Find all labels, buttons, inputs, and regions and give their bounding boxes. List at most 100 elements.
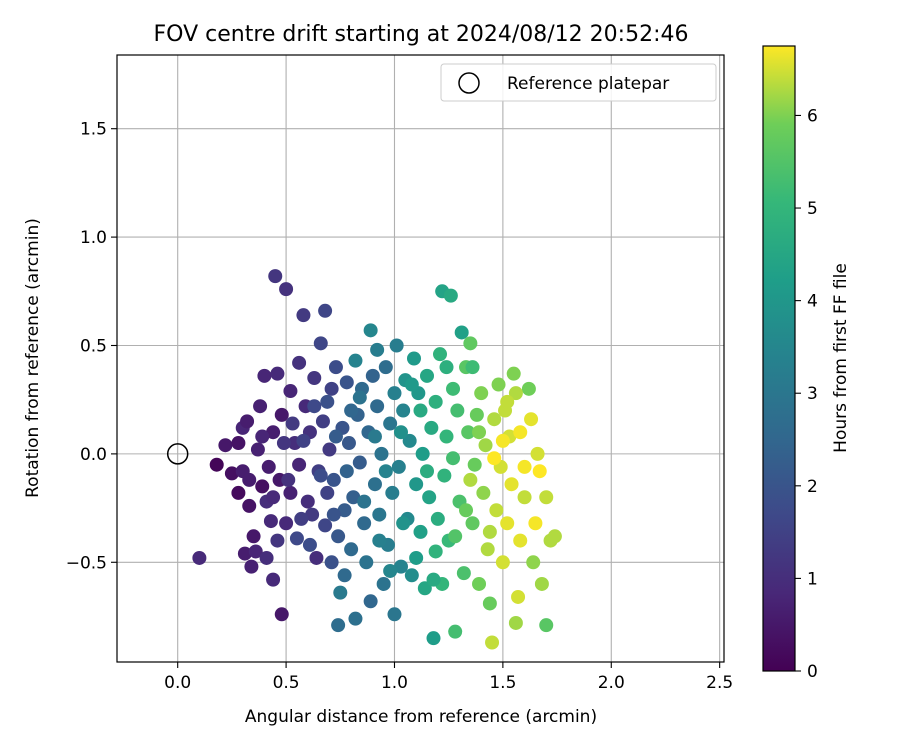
data-point bbox=[485, 635, 500, 650]
data-point bbox=[387, 607, 402, 622]
data-point bbox=[517, 490, 532, 505]
data-point bbox=[465, 360, 480, 375]
colorbar-gradient bbox=[762, 45, 796, 672]
x-tick-label: 1.5 bbox=[489, 673, 516, 693]
data-point bbox=[352, 390, 367, 405]
data-point bbox=[376, 576, 391, 591]
data-points bbox=[192, 269, 562, 650]
data-point bbox=[242, 472, 257, 487]
data-point bbox=[424, 420, 439, 435]
y-tick-label: −0.5 bbox=[66, 553, 107, 573]
data-point bbox=[409, 477, 424, 492]
data-point bbox=[302, 537, 317, 552]
data-point bbox=[378, 360, 393, 375]
data-point bbox=[413, 403, 428, 418]
data-point bbox=[289, 531, 304, 546]
data-point bbox=[307, 399, 322, 414]
data-point bbox=[331, 529, 346, 544]
data-point bbox=[487, 451, 502, 466]
data-point bbox=[378, 464, 393, 479]
data-point bbox=[218, 438, 233, 453]
data-point bbox=[463, 472, 478, 487]
data-point bbox=[250, 442, 265, 457]
data-point bbox=[372, 507, 387, 522]
data-point bbox=[539, 490, 554, 505]
data-point bbox=[324, 555, 339, 570]
data-point bbox=[315, 414, 330, 429]
data-point bbox=[393, 425, 408, 440]
data-point bbox=[255, 429, 270, 444]
data-point bbox=[372, 533, 387, 548]
x-axis-label: Angular distance from reference (arcmin) bbox=[245, 707, 597, 727]
data-point bbox=[253, 399, 268, 414]
data-point bbox=[506, 366, 521, 381]
data-point bbox=[285, 416, 300, 431]
data-point bbox=[341, 436, 356, 451]
data-point bbox=[413, 524, 428, 539]
data-point bbox=[292, 457, 307, 472]
data-point bbox=[257, 368, 272, 383]
data-point bbox=[532, 464, 547, 479]
plot-frame bbox=[116, 54, 725, 663]
data-point bbox=[539, 618, 554, 633]
data-point bbox=[348, 353, 363, 368]
data-point bbox=[370, 342, 385, 357]
data-point bbox=[370, 399, 385, 414]
data-point bbox=[396, 516, 411, 531]
grid-lines bbox=[117, 55, 724, 662]
data-point bbox=[292, 355, 307, 370]
data-point bbox=[476, 485, 491, 500]
data-point bbox=[404, 568, 419, 583]
reference-point bbox=[166, 443, 189, 465]
legend-reference-icon bbox=[458, 72, 480, 94]
data-point bbox=[337, 568, 352, 583]
data-point bbox=[281, 472, 296, 487]
data-point bbox=[534, 576, 549, 591]
data-point bbox=[530, 446, 545, 461]
data-point bbox=[461, 425, 476, 440]
data-point bbox=[420, 464, 435, 479]
data-point bbox=[320, 485, 335, 500]
data-point bbox=[244, 559, 259, 574]
data-point bbox=[430, 511, 445, 526]
data-point bbox=[465, 516, 480, 531]
data-point bbox=[387, 386, 402, 401]
data-point bbox=[320, 394, 335, 409]
x-tick-label: 0.5 bbox=[273, 673, 300, 693]
data-point bbox=[511, 589, 526, 604]
colorbar-tick-label: 5 bbox=[807, 199, 818, 219]
colorbar-tick-label: 4 bbox=[807, 292, 818, 312]
data-point bbox=[313, 468, 328, 483]
data-point bbox=[446, 451, 461, 466]
data-point bbox=[255, 479, 270, 494]
data-point bbox=[309, 550, 324, 565]
data-point bbox=[524, 412, 539, 427]
data-point bbox=[266, 572, 281, 587]
data-point bbox=[513, 425, 528, 440]
data-point bbox=[324, 381, 339, 396]
data-point bbox=[439, 360, 454, 375]
data-point bbox=[491, 377, 506, 392]
data-point bbox=[346, 490, 361, 505]
data-point bbox=[448, 529, 463, 544]
data-point bbox=[279, 282, 294, 297]
data-point bbox=[472, 576, 487, 591]
data-point bbox=[463, 336, 478, 351]
data-point bbox=[279, 516, 294, 531]
data-point bbox=[428, 394, 443, 409]
data-point bbox=[443, 288, 458, 303]
data-point bbox=[517, 459, 532, 474]
data-point bbox=[294, 511, 309, 526]
data-point bbox=[209, 457, 224, 472]
reference-marker bbox=[166, 443, 189, 465]
data-point bbox=[352, 455, 367, 470]
colorbar-tick-label: 3 bbox=[807, 384, 818, 404]
data-point bbox=[459, 503, 474, 518]
data-point bbox=[396, 403, 411, 418]
data-point bbox=[500, 394, 515, 409]
colorbar-tick-label: 2 bbox=[807, 477, 818, 497]
data-point bbox=[240, 414, 255, 429]
data-point bbox=[283, 485, 298, 500]
data-point bbox=[246, 529, 261, 544]
